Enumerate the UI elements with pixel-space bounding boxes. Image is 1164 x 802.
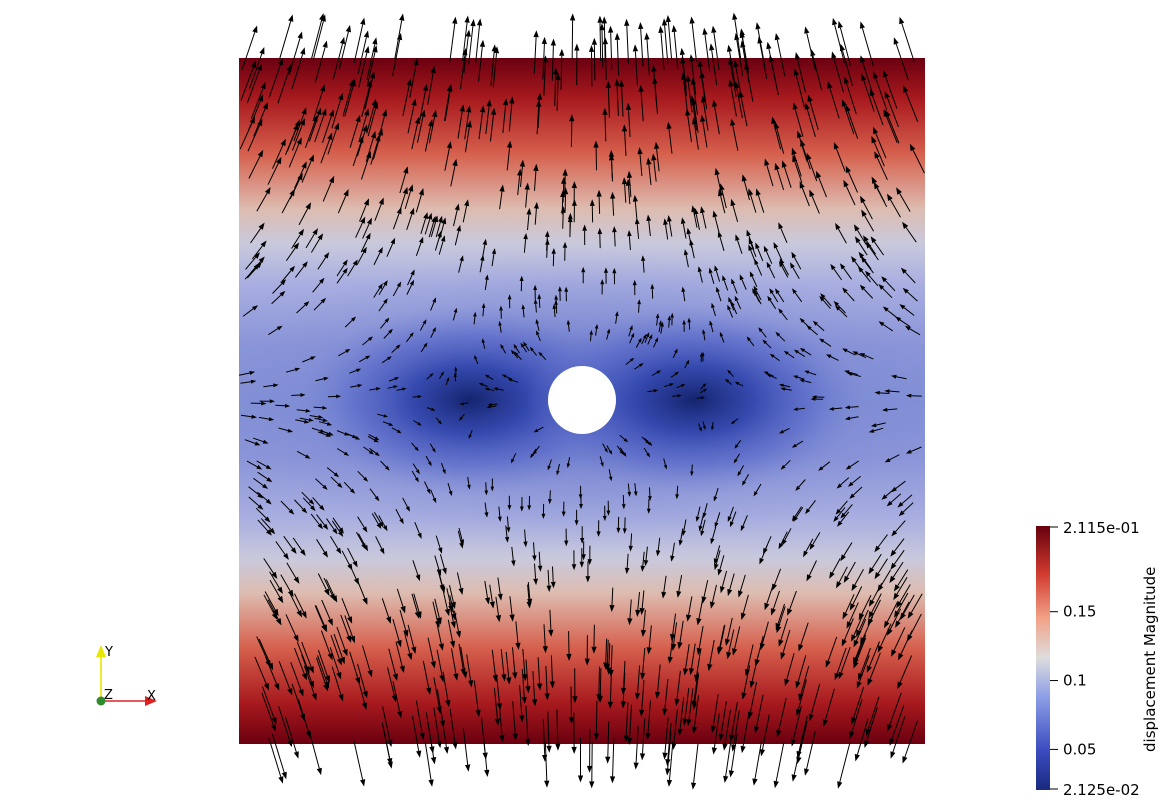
colorbar-gradient [1036, 526, 1050, 790]
colorbar-title: displacement Magnitude [1141, 567, 1159, 752]
y-axis-arrowhead [96, 645, 106, 657]
z-axis-dot [96, 696, 106, 706]
colorbar-min-label: 2.125e-02 [1063, 781, 1140, 799]
colorbar-tick-label-1: 0.1 [1063, 672, 1087, 690]
colorbar-ticks: 0.15 0.1 0.05 [1050, 603, 1096, 758]
color-legend[interactable]: 0.15 0.1 0.05 2.115e-01 2.125e-02 displace… [1036, 519, 1159, 799]
colorbar-tick-label-2: 0.05 [1063, 740, 1096, 758]
orientation-axes[interactable]: Y Z X [96, 645, 157, 706]
z-axis-label: Z [104, 688, 113, 703]
displacement-vector-glyphs [238, 12, 925, 790]
x-axis-arrowhead [145, 696, 157, 706]
colorbar-tick-label-0: 0.15 [1063, 603, 1096, 621]
x-axis-label: X [147, 689, 156, 704]
plate-hole [548, 366, 616, 434]
y-axis-label: Y [104, 645, 113, 660]
colorbar-max-label: 2.115e-01 [1063, 519, 1140, 537]
